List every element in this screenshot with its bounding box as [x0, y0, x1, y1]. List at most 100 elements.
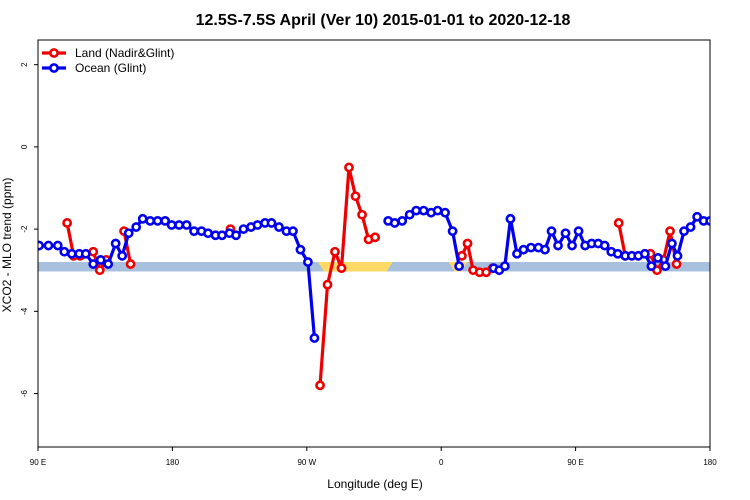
data-point — [117, 250, 128, 261]
legend-item: Ocean (Glint) — [42, 61, 146, 75]
data-point — [685, 222, 696, 232]
data-point — [62, 218, 73, 228]
data-point — [705, 215, 710, 226]
data-point — [274, 222, 284, 232]
series-ocean-glint — [38, 205, 710, 343]
data-point — [573, 226, 584, 237]
data-point — [540, 244, 550, 255]
data-point — [411, 205, 422, 216]
data-point — [189, 226, 199, 237]
data-point — [123, 228, 134, 239]
y-tick-label: -2 — [20, 225, 29, 233]
data-point — [567, 240, 577, 251]
data-point — [653, 252, 663, 263]
data-point — [160, 215, 171, 226]
data-point — [671, 259, 682, 269]
data-point — [613, 218, 624, 228]
data-point — [639, 248, 650, 259]
x-tick-label: 90 W — [297, 458, 316, 467]
data-point — [137, 213, 148, 224]
data-point — [94, 265, 105, 276]
data-point — [505, 213, 516, 224]
y-tick-label: 2 — [20, 62, 29, 67]
data-point — [612, 248, 623, 259]
legend: Land (Nadir&Glint)Ocean (Glint) — [42, 46, 174, 75]
data-point — [432, 205, 443, 216]
legend-item: Land (Nadir&Glint) — [42, 46, 174, 60]
legend-swatch-marker — [49, 63, 59, 73]
data-point — [125, 259, 136, 269]
data-point — [457, 250, 467, 261]
legend-swatch-marker — [49, 48, 59, 58]
data-point — [59, 246, 70, 257]
series-layer — [38, 162, 710, 391]
data-point — [665, 226, 675, 237]
data-point — [252, 220, 263, 230]
x-axis-label: Longitude (deg E) — [327, 477, 422, 491]
data-point — [315, 380, 325, 391]
plot-frame — [37, 39, 711, 448]
data-point — [145, 215, 156, 226]
data-point — [181, 220, 192, 230]
series-line — [122, 230, 133, 265]
data-point — [322, 279, 333, 290]
data-point — [462, 238, 473, 249]
data-point — [43, 240, 54, 251]
data-point — [103, 259, 114, 269]
data-point — [52, 240, 63, 251]
band-highlight — [318, 262, 393, 272]
data-point — [660, 261, 671, 272]
legend-label: Ocean (Glint) — [75, 61, 146, 75]
data-point — [397, 215, 408, 226]
data-point — [370, 232, 381, 243]
data-point — [88, 246, 99, 257]
data-point — [344, 162, 354, 173]
data-point — [38, 240, 45, 251]
x-tick-label: 180 — [703, 458, 717, 467]
data-point — [499, 261, 510, 272]
data-point — [389, 218, 400, 228]
data-point — [512, 248, 522, 259]
data-point — [518, 244, 529, 255]
data-point — [336, 263, 347, 274]
data-point — [481, 267, 492, 278]
data-point — [152, 215, 163, 226]
data-point — [88, 259, 99, 269]
data-point — [672, 250, 683, 261]
data-point — [560, 228, 571, 239]
x-tick-label: 90 E — [30, 458, 46, 467]
data-point — [217, 230, 227, 241]
data-point — [646, 261, 657, 272]
data-point — [599, 240, 610, 251]
data-point — [309, 333, 320, 343]
data-point — [667, 238, 677, 249]
data-point — [350, 191, 361, 202]
data-point — [553, 240, 563, 251]
data-point — [66, 248, 77, 259]
data-point — [238, 224, 249, 235]
axis-ticks: 90 E 180 90 W 0 90 E 180 2 0 -2 -4 -6 — [20, 62, 717, 467]
y-tick-label: -4 — [20, 307, 29, 315]
data-point — [692, 211, 703, 222]
y-tick-label: -6 — [20, 389, 29, 397]
data-point — [330, 246, 340, 257]
data-point — [303, 257, 313, 267]
data-point — [110, 238, 121, 249]
series-line — [617, 222, 627, 257]
data-point — [295, 244, 306, 255]
reference-band — [38, 262, 710, 272]
data-point — [203, 228, 213, 239]
x-tick-label: 0 — [439, 458, 444, 467]
data-point — [288, 226, 298, 237]
data-point — [166, 220, 177, 230]
data-point — [80, 248, 91, 259]
x-tick-label: 90 E — [567, 458, 583, 467]
x-tick-label: 180 — [166, 458, 180, 467]
data-point — [95, 255, 106, 265]
data-point — [357, 209, 367, 220]
chart-title: 12.5S-7.5S April (Ver 10) 2015-01-01 to … — [196, 12, 571, 29]
y-tick-label: 0 — [20, 144, 29, 149]
data-point — [131, 222, 142, 232]
data-point — [440, 207, 451, 218]
